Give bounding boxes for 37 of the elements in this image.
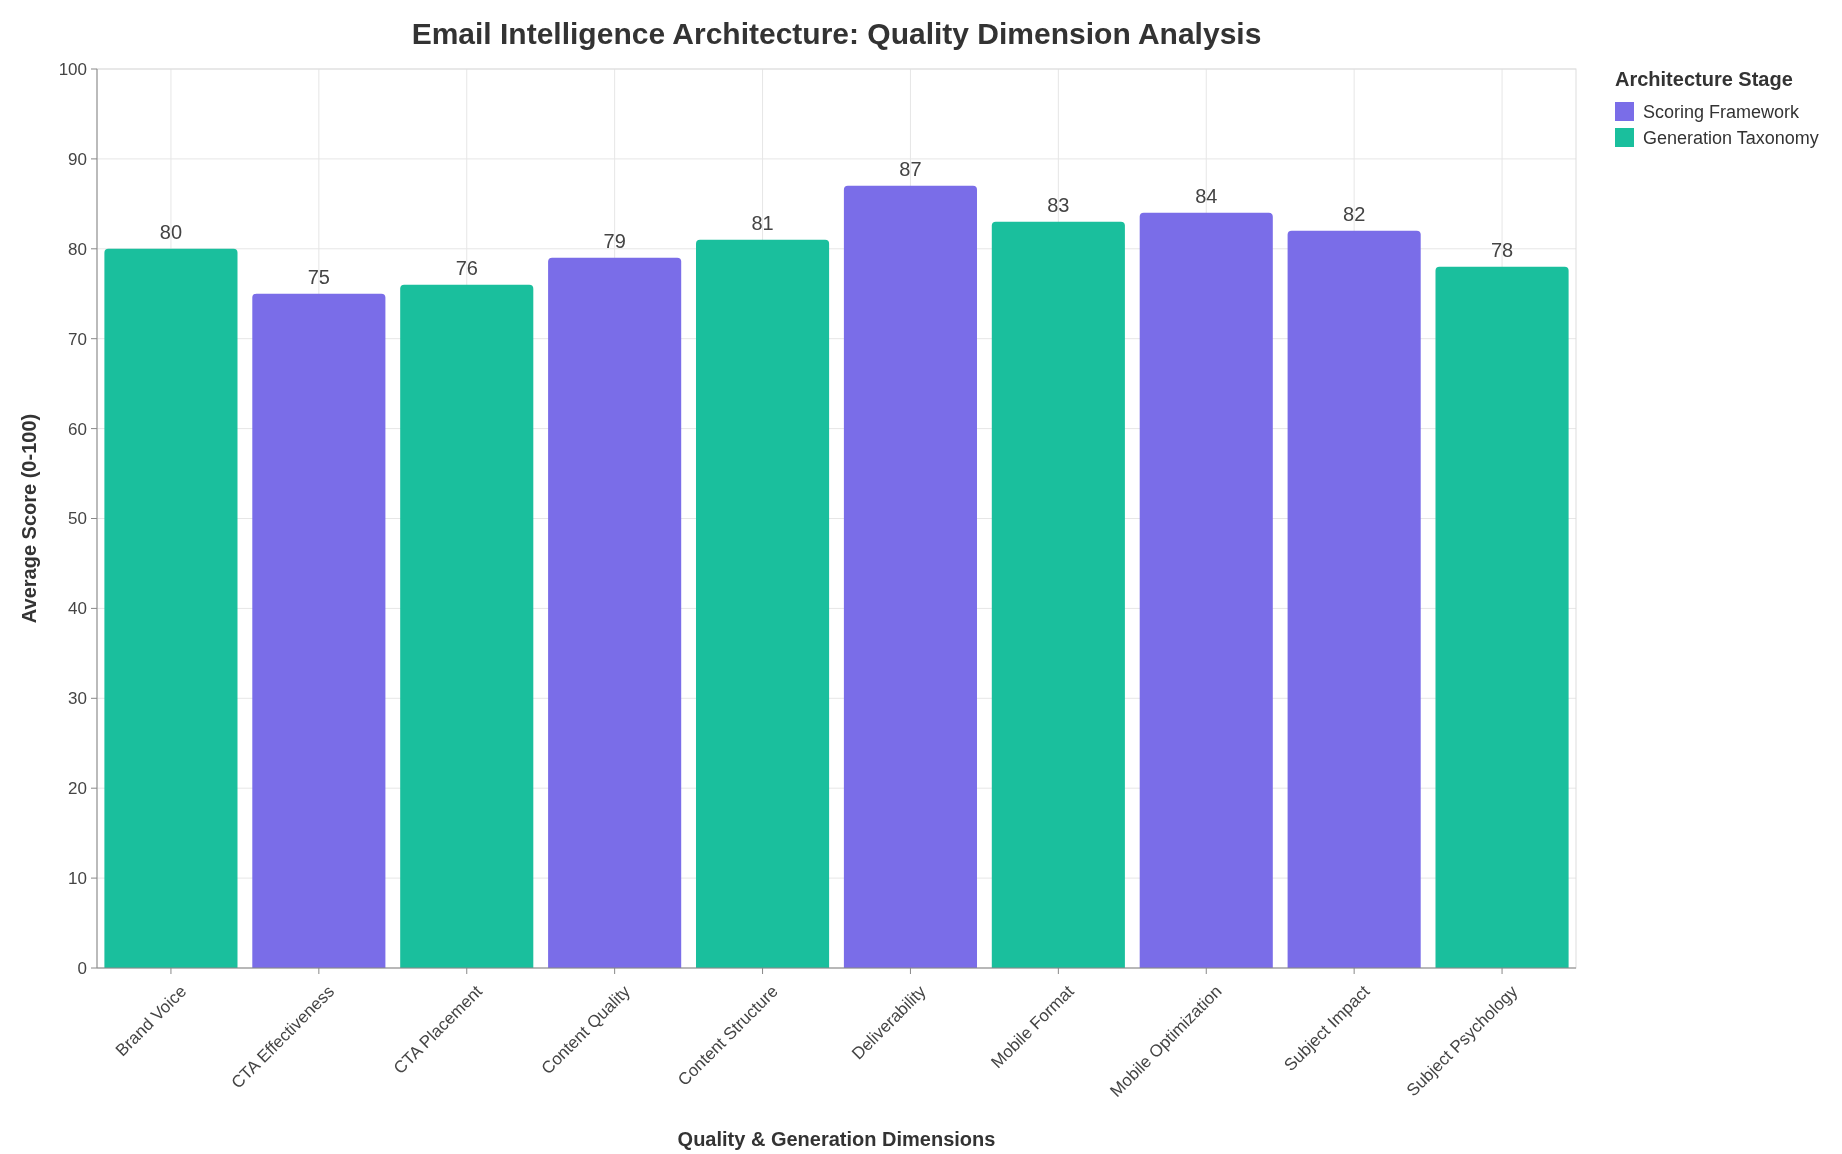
bar — [1435, 266, 1569, 968]
bar — [1139, 212, 1273, 968]
data-label: 78 — [1490, 238, 1514, 261]
data-label: 83 — [1047, 193, 1070, 216]
bar — [252, 293, 386, 968]
x-axis-title: Quality & Generation Dimensions — [677, 1128, 996, 1150]
y-tick-label: 10 — [68, 869, 87, 889]
legend-label: Generation Taxonomy — [1643, 128, 1819, 149]
data-label: 76 — [455, 256, 478, 279]
data-label: 80 — [159, 220, 183, 243]
legend-label: Scoring Framework — [1643, 102, 1801, 123]
bar — [1287, 230, 1421, 968]
data-label: 84 — [1195, 184, 1218, 207]
y-tick-label: 40 — [68, 599, 87, 619]
y-tick-label: 100 — [58, 59, 87, 79]
y-tick-label: 30 — [68, 689, 87, 709]
y-tick-label: 20 — [68, 779, 87, 799]
bar — [696, 239, 830, 968]
data-label: 75 — [307, 265, 330, 288]
y-tick-label: 50 — [68, 509, 87, 529]
legend-title: Architecture Stage — [1615, 68, 1793, 90]
bar — [991, 221, 1125, 968]
data-label: 87 — [899, 157, 922, 180]
y-tick-label: 70 — [68, 329, 87, 349]
bar — [548, 257, 682, 968]
bar — [104, 248, 238, 968]
y-axis-title: Average Score (0-100) — [18, 413, 40, 624]
chart-title: Email Intelligence Architecture: Quality Dimension Analysis — [411, 17, 1262, 50]
y-tick-label: 0 — [77, 958, 87, 978]
bar — [400, 284, 534, 968]
y-tick-label: 80 — [68, 239, 87, 259]
data-label: 82 — [1343, 202, 1366, 225]
bar — [843, 185, 978, 968]
y-tick-label: 90 — [68, 149, 87, 169]
y-tick-label: 60 — [68, 419, 87, 439]
data-label: 81 — [751, 211, 774, 234]
data-label: 79 — [603, 229, 626, 252]
